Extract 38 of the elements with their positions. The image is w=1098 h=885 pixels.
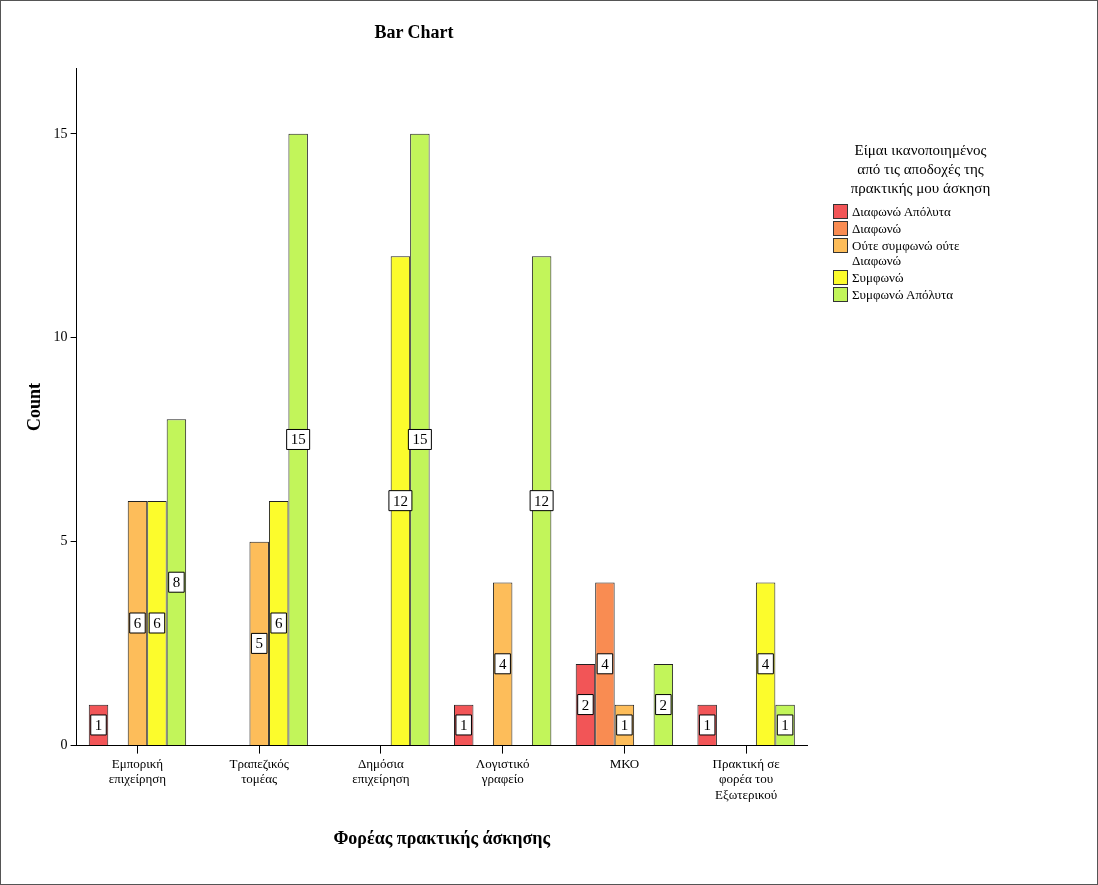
data-label: 1 (459, 716, 468, 733)
data-label: 8 (172, 574, 181, 591)
data-label: 5 (255, 635, 263, 652)
legend-label: Διαφωνώ (852, 221, 902, 236)
legend-label: Διαφωνώ Απόλυτα (852, 204, 951, 219)
y-tick-label: 5 (60, 533, 68, 549)
chart-title: Bar Chart (374, 22, 454, 43)
x-axis-title: Φορέας πρακτικής άσκησης (333, 827, 551, 848)
data-label: 12 (392, 492, 408, 509)
y-axis-title: Count (24, 383, 45, 432)
data-label: 1 (781, 716, 789, 733)
x-tick-label: Τραπεζικός τομέας (229, 755, 290, 787)
x-tick-label: Εμπορική επιχείρηση (108, 755, 167, 787)
legend-label: Συμφωνώ Απόλυτα (852, 287, 953, 302)
legend-label: Συμφωνώ (852, 270, 904, 285)
y-tick-label: 0 (60, 737, 68, 753)
x-tick-label: Δημόσια επιχείρηση (352, 755, 410, 787)
data-label: 6 (153, 614, 162, 631)
x-tick-label: Πρακτική σε φορέα του Εξωτερικού (712, 755, 781, 803)
y-tick-label: 10 (53, 329, 68, 345)
legend-label: Ούτε συμφωνώ ούτε Διαφωνώ (852, 238, 961, 268)
data-label: 2 (581, 696, 590, 713)
legend-title: Είμαι ικανοποιημένος από τις αποδοχές της πρακτικής μου άσκηση (850, 141, 991, 198)
data-label: 4 (498, 655, 507, 672)
data-label: 15 (290, 431, 306, 448)
data-label: 4 (601, 655, 610, 672)
data-label: 1 (94, 716, 103, 733)
data-label: 4 (761, 655, 770, 672)
data-label: 6 (133, 614, 142, 631)
data-label: 15 (412, 431, 428, 448)
data-label: 12 (534, 492, 550, 509)
data-label: 1 (620, 716, 629, 733)
x-tick-label: ΜΚΟ (609, 755, 640, 771)
y-tick-label: 15 (53, 125, 68, 141)
data-label: 2 (659, 696, 668, 713)
data-label: 6 (274, 614, 283, 631)
data-label: 1 (703, 716, 711, 733)
x-tick-label: Λογιστικό γραφείο (475, 755, 530, 787)
